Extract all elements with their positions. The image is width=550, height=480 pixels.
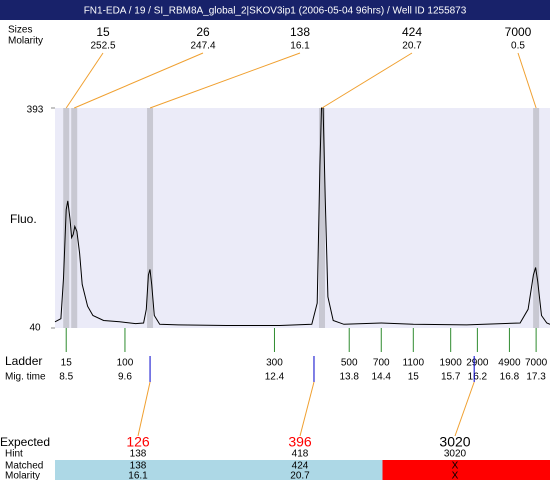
peak-connector — [65, 52, 104, 109]
result-cell — [382, 460, 550, 480]
expected-row-label: Molarity — [5, 471, 40, 480]
ladder-mig-time: 15 — [408, 372, 420, 383]
peak-band — [147, 108, 154, 328]
expected-value: 396 — [288, 434, 312, 450]
molarity-value: 20.7 — [290, 471, 310, 480]
expected-connector — [299, 381, 315, 437]
y-tick-label: 40 — [29, 323, 41, 334]
expected-value: 3020 — [439, 434, 470, 450]
peak-band — [71, 108, 78, 328]
peak-molarity: 20.7 — [402, 41, 422, 52]
result-cell — [55, 460, 224, 480]
ladder-row-label: Mig. time — [5, 372, 46, 383]
peak-molarity: 16.1 — [290, 41, 310, 52]
hint-value: 418 — [292, 449, 309, 460]
peak-size: 138 — [290, 25, 310, 39]
peak-connector — [74, 52, 204, 109]
peaks-row-label: Molarity — [8, 36, 43, 47]
plot-area — [55, 108, 550, 328]
hint-value: 3020 — [444, 449, 467, 460]
expected-value: 126 — [126, 434, 150, 450]
ladder-mig-time: 16.2 — [468, 372, 488, 383]
ladder-mig-time: 17.3 — [526, 372, 546, 383]
peak-band — [318, 108, 325, 328]
matched-value: 138 — [130, 461, 147, 472]
molarity-value: 16.1 — [128, 471, 148, 480]
peak-molarity: 247.4 — [190, 41, 215, 52]
expected-connector — [454, 381, 475, 437]
ladder-mig-time: 13.8 — [339, 372, 359, 383]
peak-connector — [149, 52, 301, 109]
matched-value: X — [452, 461, 459, 472]
peak-size: 7000 — [505, 25, 532, 39]
expected-row-label: Matched — [5, 461, 43, 472]
peak-band — [533, 108, 540, 328]
ladder-mig-time: 12.4 — [265, 372, 285, 383]
molarity-value: X — [452, 471, 459, 480]
ladder-size: 1900 — [440, 358, 463, 369]
ladder-mig-time: 9.6 — [118, 372, 132, 383]
peak-size: 15 — [96, 25, 110, 39]
peak-molarity: 0.5 — [511, 41, 525, 52]
peak-size: 26 — [196, 25, 210, 39]
ladder-mig-time: 14.4 — [372, 372, 392, 383]
header-title: FN1-EDA / 19 / SI_RBM8A_global_2|SKOV3ip… — [84, 6, 467, 17]
ladder-size: 100 — [117, 358, 134, 369]
ladder-size: 15 — [61, 358, 73, 369]
result-cell — [224, 460, 383, 480]
expected-connector — [137, 381, 151, 437]
trace — [54, 107, 550, 326]
peak-size: 424 — [402, 25, 422, 39]
ladder-row-label: Ladder — [5, 354, 42, 368]
expected-row-label: Expected — [0, 435, 50, 449]
ladder-mig-time: 15.7 — [441, 372, 461, 383]
peak-connector — [321, 52, 413, 109]
peak-connector — [517, 52, 537, 109]
ladder-mig-time: 16.8 — [500, 372, 520, 383]
y-tick-label: 393 — [27, 105, 44, 116]
header-bar — [0, 0, 550, 20]
ladder-size: 4900 — [498, 358, 521, 369]
peaks-row-label: Sizes — [8, 25, 32, 36]
expected-row-label: Hint — [5, 449, 23, 460]
ladder-mig-time: 8.5 — [59, 372, 73, 383]
ladder-size: 700 — [373, 358, 390, 369]
ladder-size: 300 — [266, 358, 283, 369]
matched-value: 424 — [292, 461, 309, 472]
y-label: Fluo. — [10, 212, 37, 226]
peak-molarity: 252.5 — [90, 41, 115, 52]
ladder-size: 7000 — [525, 358, 548, 369]
ladder-size: 1100 — [403, 358, 425, 369]
hint-value: 138 — [130, 449, 147, 460]
ladder-size: 2900 — [466, 358, 489, 369]
ladder-size: 500 — [341, 358, 358, 369]
